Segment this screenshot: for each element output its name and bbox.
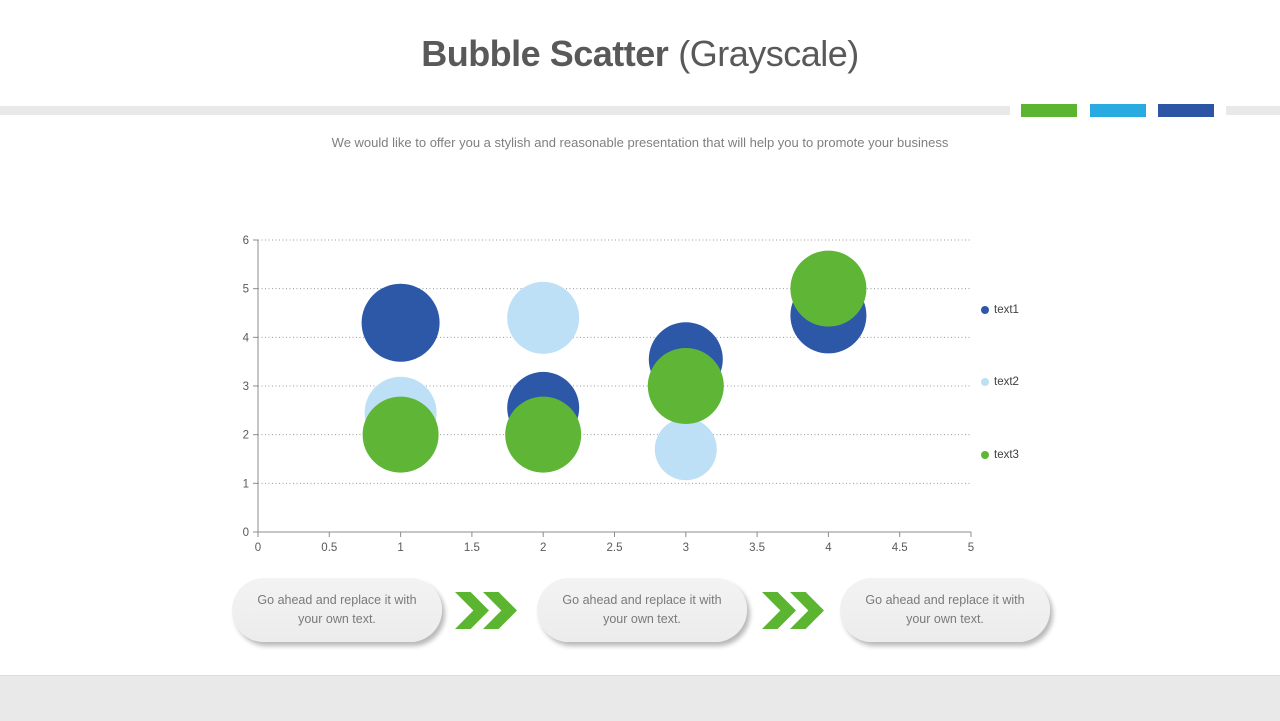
bubble-text2-x3	[654, 418, 717, 481]
x-tick-label: 2.5	[607, 542, 623, 554]
bubble-text1-x1	[361, 283, 440, 362]
x-tick-label: 3.5	[749, 542, 765, 554]
x-tick-label: 0	[255, 542, 261, 554]
x-tick-label: 5	[968, 542, 974, 554]
bubble-text3-x4	[790, 250, 867, 327]
accent-bar-left	[0, 106, 1010, 115]
callout-text-3: Go ahead and replace it with your own te…	[865, 592, 1025, 626]
footer-bar	[0, 675, 1280, 721]
bubble-chart-canvas: 0 1 2 3 4 5 6 0 0.5 1 1.5 2 2.5 3 3.5 4 4.5 5	[243, 235, 975, 554]
slide-title-suffix: (Grayscale)	[678, 33, 859, 74]
accent-segment-green	[1021, 104, 1077, 117]
x-tick-label: 0.5	[321, 542, 337, 554]
callout-text-1: Go ahead and replace it with your own te…	[257, 592, 417, 626]
y-tick-label: 6	[243, 235, 249, 247]
legend-item-text1: text1	[981, 304, 1019, 316]
x-tick-label: 3	[683, 542, 689, 554]
legend-dot-text1	[981, 306, 989, 314]
slide-title-main: Bubble Scatter	[421, 33, 669, 74]
callout-box-3: Go ahead and replace it with your own te…	[840, 578, 1050, 642]
slide-subtitle: We would like to offer you a stylish and…	[331, 135, 949, 150]
x-tick-label: 4.5	[892, 542, 908, 554]
y-tick-label: 3	[243, 381, 249, 393]
y-tick-label: 4	[243, 332, 250, 344]
x-tick-label: 1.5	[464, 542, 480, 554]
bubble-text3-x1	[362, 396, 439, 473]
y-tick-label: 5	[243, 284, 249, 296]
legend-item-text2: text2	[981, 376, 1019, 388]
accent-bar-right	[1226, 106, 1280, 115]
accent-segment-light-blue	[1090, 104, 1146, 117]
legend-dot-text2	[981, 378, 989, 386]
accent-segment-dark-blue	[1158, 104, 1214, 117]
callout-text-2: Go ahead and replace it with your own te…	[562, 592, 722, 626]
bubble-text3-x2	[505, 396, 582, 473]
y-tick-label: 0	[243, 527, 249, 539]
callout-box-1: Go ahead and replace it with your own te…	[232, 578, 442, 642]
bubble-text2-x2	[507, 281, 580, 354]
slide-title: Bubble Scatter (Grayscale)	[0, 33, 1280, 75]
x-tick-label: 1	[397, 542, 403, 554]
chevron-right-icon	[762, 592, 796, 629]
legend-dot-text3	[981, 451, 989, 459]
x-tick-label: 4	[825, 542, 832, 554]
legend-label-text3: text3	[994, 449, 1019, 461]
y-tick-label: 2	[243, 430, 249, 442]
legend-label-text1: text1	[994, 304, 1019, 316]
legend-item-text3: text3	[981, 449, 1019, 461]
double-chevron-right-icon	[762, 592, 824, 629]
chevron-right-icon	[455, 592, 489, 629]
y-tick-label: 1	[243, 478, 249, 490]
x-tick-label: 2	[540, 542, 546, 554]
legend-label-text2: text2	[994, 376, 1019, 388]
double-chevron-right-icon	[455, 592, 517, 629]
callout-box-2: Go ahead and replace it with your own te…	[537, 578, 747, 642]
bubble-text3-x3	[647, 348, 724, 424]
